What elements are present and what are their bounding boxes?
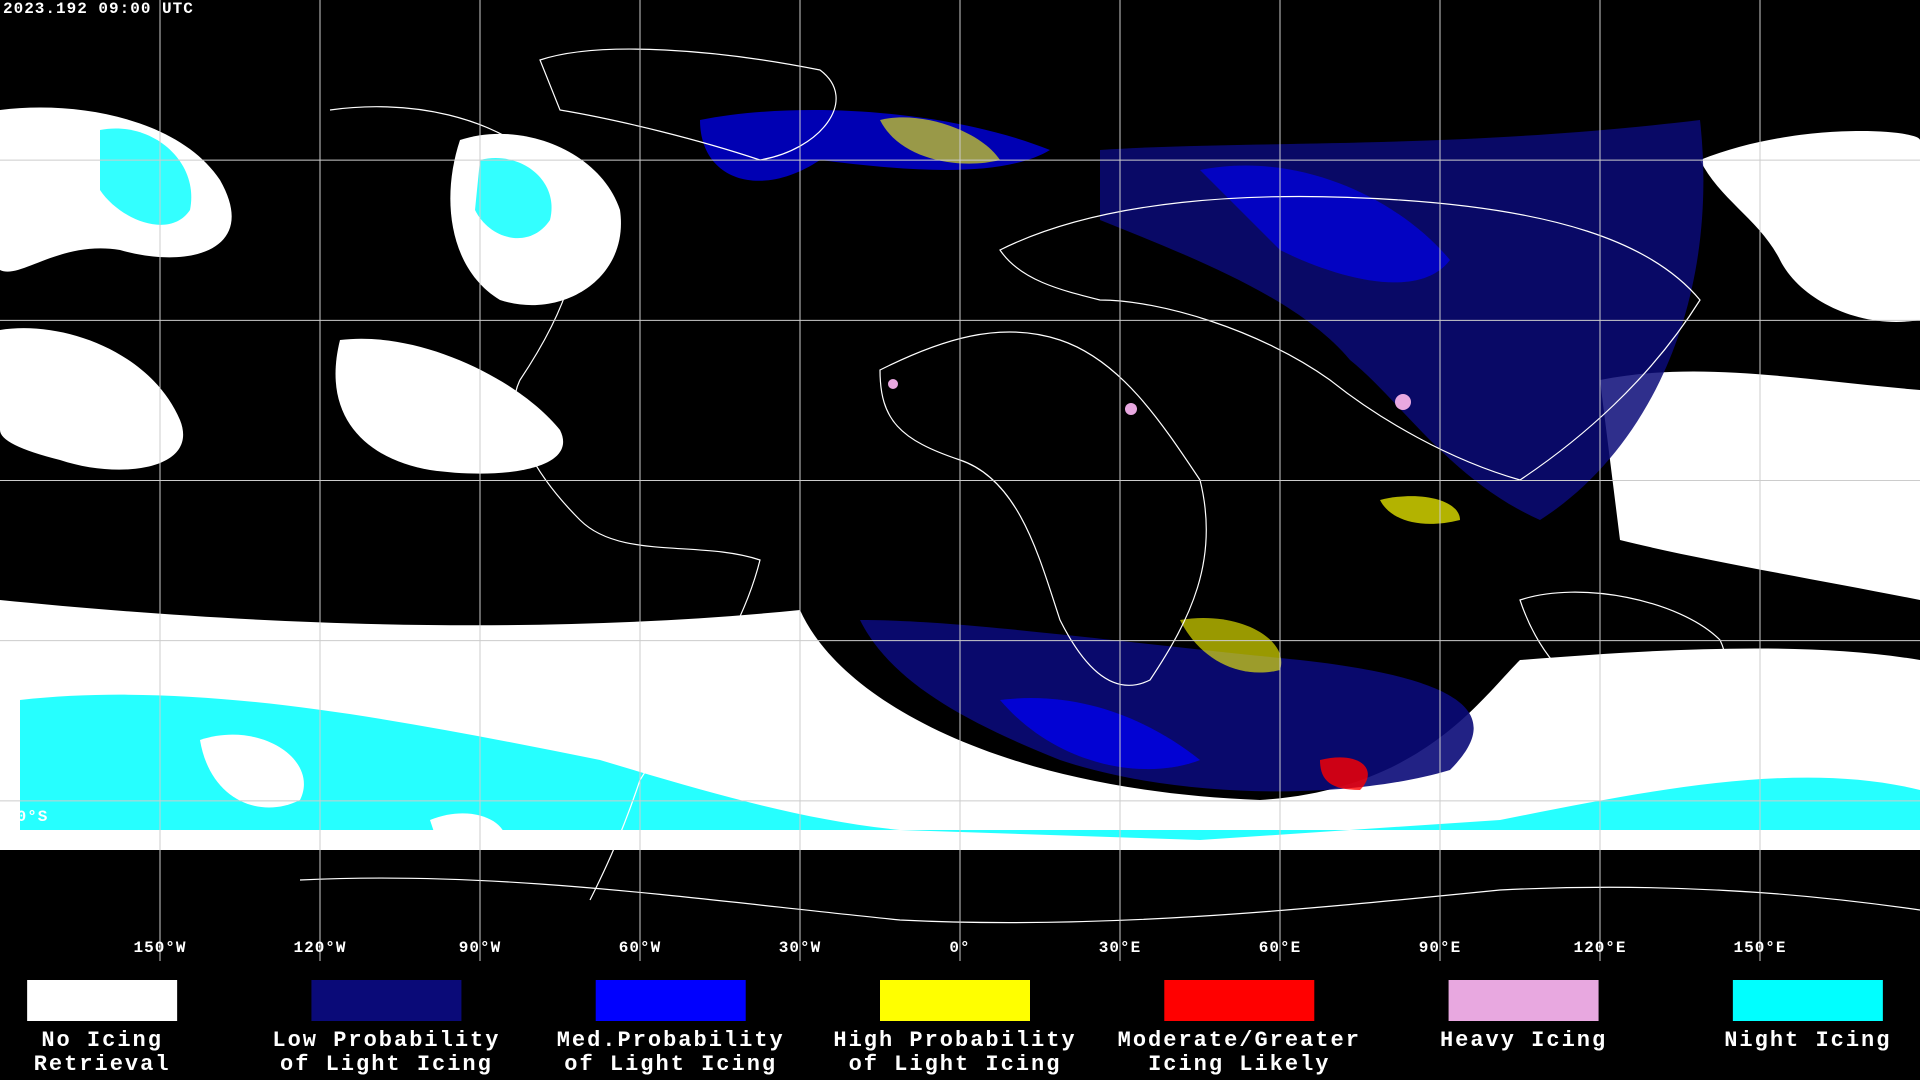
legend-label: Night Icing — [1724, 1028, 1891, 1053]
axis-labels: 150°W 120°W 90°W 60°W 30°W 0° 30°E 60°E 90°E 120°… — [6, 167, 1786, 957]
latitude-label: 60°N — [6, 167, 48, 185]
longitude-label: 90°E — [1419, 939, 1461, 957]
legend-swatch — [311, 980, 462, 1021]
legend-swatch — [27, 980, 178, 1021]
graticule — [0, 0, 1920, 961]
longitude-label: 90°W — [459, 939, 501, 957]
coastlines — [299, 48, 1920, 924]
legend-label: of Light Icing — [280, 1052, 493, 1077]
legend-swatch — [1448, 980, 1599, 1021]
legend-swatch — [595, 980, 746, 1021]
latitude-label: 30°S — [6, 648, 48, 666]
legend-label: Med.Probability — [557, 1028, 785, 1053]
longitude-label: 120°E — [1573, 939, 1626, 957]
longitude-label: 150°W — [133, 939, 186, 957]
legend-swatch — [1732, 980, 1883, 1021]
latitude-label: 60°S — [6, 808, 48, 826]
longitude-label: 120°W — [293, 939, 346, 957]
longitude-label: 30°E — [1099, 939, 1141, 957]
longitude-label: 150°E — [1733, 939, 1786, 957]
legend-swatch — [880, 980, 1030, 1021]
legend-label: Moderate/Greater — [1118, 1028, 1361, 1053]
legend-label: High Probability — [833, 1028, 1076, 1053]
legend-label: Low Probability — [272, 1028, 500, 1053]
legend-label: Retrieval — [34, 1052, 171, 1077]
timestamp: 2023.192 09:00 UTC — [3, 0, 194, 18]
longitude-label: 60°W — [619, 939, 661, 957]
map — [0, 0, 1920, 961]
legend-label: of Light Icing — [564, 1052, 777, 1077]
longitude-label: 0° — [949, 939, 970, 957]
legend-label: No Icing — [41, 1028, 163, 1053]
legend-swatch — [1164, 980, 1315, 1021]
longitude-label: 60°E — [1259, 939, 1301, 957]
legend-label: of Light Icing — [849, 1052, 1062, 1077]
legend-label: Icing Likely — [1148, 1052, 1330, 1077]
legend-label: Heavy Icing — [1440, 1028, 1607, 1053]
latitude-label: 30°N — [6, 327, 48, 345]
longitude-label: 30°W — [779, 939, 821, 957]
